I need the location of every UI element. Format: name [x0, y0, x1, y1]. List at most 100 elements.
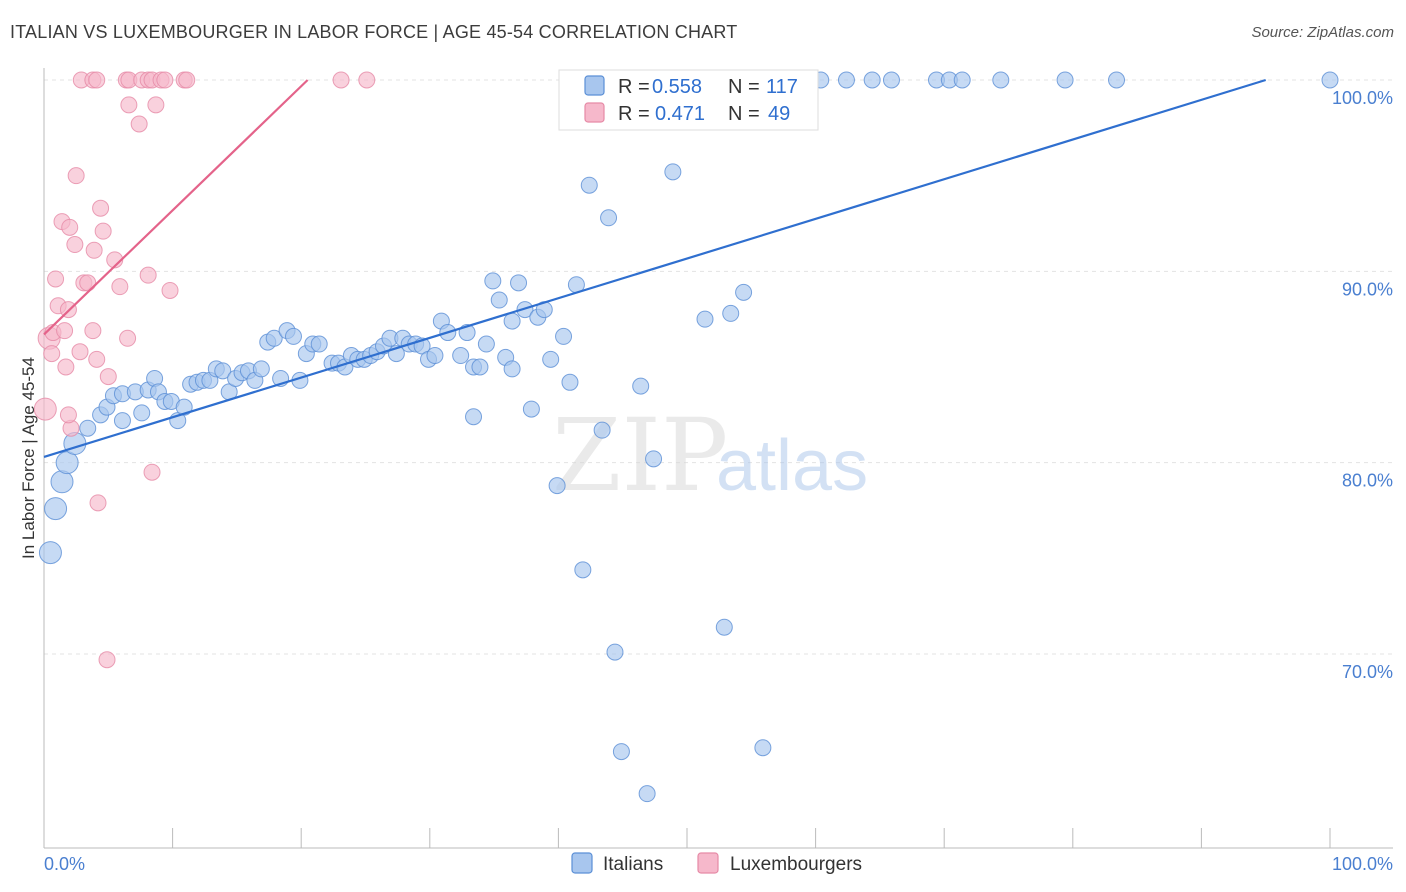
y-tick-labels: 70.0% 80.0% 90.0% 100.0%	[1332, 88, 1393, 682]
luxembourgers-point	[59, 406, 77, 424]
italians-point	[548, 477, 566, 495]
italians-point	[664, 163, 682, 181]
luxembourgers-point	[89, 494, 107, 512]
luxembourgers-point	[94, 222, 112, 240]
italians-point	[561, 373, 579, 391]
axes	[43, 68, 1393, 849]
luxembourgers-point	[47, 270, 65, 288]
luxembourgers-point	[139, 266, 157, 284]
watermark-zip: ZIP	[552, 397, 728, 514]
luxembourgers-point	[143, 463, 161, 481]
legend-n-label-italians: N =	[728, 76, 760, 98]
italians-point	[580, 176, 598, 194]
italians-point	[992, 71, 1010, 89]
italians-point	[490, 291, 508, 309]
legend-n-value-italians: 117	[766, 76, 798, 98]
italians-point	[696, 310, 714, 328]
italians-point	[133, 404, 151, 422]
luxembourgers-point	[358, 71, 376, 89]
luxembourgers-point	[332, 71, 350, 89]
italians-point	[510, 274, 528, 292]
luxembourgers-point	[43, 345, 61, 363]
italians-point	[645, 450, 663, 468]
italians-point	[477, 335, 495, 353]
luxembourgers-point	[119, 329, 137, 347]
y-tick-label-90: 90.0%	[1342, 279, 1393, 299]
legend-n-value-luxembourgers: 49	[768, 103, 790, 125]
luxembourgers-point	[79, 274, 97, 292]
italians-point	[632, 377, 650, 395]
italians-point	[44, 497, 68, 521]
italians-point	[722, 304, 740, 322]
italians-point	[214, 362, 232, 380]
bottom-legend-swatch-italians	[571, 852, 593, 874]
italians-point	[600, 209, 618, 227]
luxembourgers-point	[88, 350, 106, 368]
luxembourgers-point	[57, 358, 75, 376]
bottom-legend-label-italians: Italians	[603, 854, 663, 875]
italians-trend-line	[43, 78, 1267, 458]
legend-r-value-luxembourgers: 0.471	[655, 103, 705, 125]
y-axis-title: In Labor Force | Age 45-54	[19, 357, 38, 559]
x-tick-label-min: 0.0%	[44, 854, 85, 874]
italians-point	[79, 419, 97, 437]
italians-point	[612, 743, 630, 761]
italians-point	[484, 272, 502, 290]
italians-point	[1321, 71, 1339, 89]
italians-point	[555, 327, 573, 345]
luxembourgers-point	[33, 397, 57, 421]
luxembourgers-point	[71, 343, 89, 361]
italians-point	[265, 329, 283, 347]
italians-point	[606, 643, 624, 661]
luxembourgers-point	[147, 96, 165, 114]
luxembourgers-point	[92, 199, 110, 217]
legend-r-value-italians: 0.558	[652, 76, 702, 98]
luxembourgers-point	[85, 241, 103, 259]
luxembourgers-point	[61, 218, 79, 236]
italians-point	[426, 347, 444, 365]
luxembourgers-point	[56, 322, 74, 340]
luxembourgers-point	[111, 278, 129, 296]
luxembourgers-point	[98, 651, 116, 669]
watermark-atlas: atlas	[716, 426, 868, 506]
bottom-legend-label-luxembourgers: Luxembourgers	[730, 854, 862, 875]
bottom-legend-swatch-luxembourgers	[697, 852, 719, 874]
italians-point	[63, 432, 87, 456]
luxembourgers-point	[99, 368, 117, 386]
italians-point	[503, 312, 521, 330]
luxembourgers-point	[66, 236, 84, 254]
luxembourgers-point	[156, 71, 174, 89]
italians-point	[310, 335, 328, 353]
italians-point	[863, 71, 881, 89]
legend: R = 0.558 N = 117 R = 0.471 N = 49	[558, 69, 819, 131]
italians-point	[715, 618, 733, 636]
luxembourgers-point	[161, 281, 179, 299]
legend-n-label-luxembourgers: N =	[728, 103, 760, 125]
luxembourgers-point	[67, 167, 85, 185]
chart-title: ITALIAN VS LUXEMBOURGER IN LABOR FORCE |…	[10, 22, 738, 42]
luxembourgers-trend-line	[43, 79, 309, 336]
italians-point	[452, 347, 470, 365]
source-label: Source: ZipAtlas.com	[1251, 24, 1394, 41]
italians-point	[1056, 71, 1074, 89]
italians-point	[1108, 71, 1126, 89]
italians-point	[113, 412, 131, 430]
italians-point	[754, 739, 772, 757]
italians-point	[953, 71, 971, 89]
italians-point	[50, 470, 74, 494]
italians-point	[574, 561, 592, 579]
italians-point	[503, 360, 521, 378]
legend-r-label-luxembourgers: R =	[618, 103, 650, 125]
legend-swatch-luxembourgers	[584, 102, 605, 123]
luxembourgers-point	[84, 322, 102, 340]
luxembourgers-points	[33, 71, 376, 669]
luxembourgers-point	[120, 96, 138, 114]
x-tick-label-max: 100.0%	[1332, 854, 1393, 874]
italians-point	[465, 408, 483, 426]
legend-swatch-italians	[584, 75, 605, 96]
luxembourgers-point	[178, 71, 196, 89]
italians-point	[471, 358, 489, 376]
legend-r-label-italians: R =	[618, 76, 650, 98]
italians-point	[175, 398, 193, 416]
